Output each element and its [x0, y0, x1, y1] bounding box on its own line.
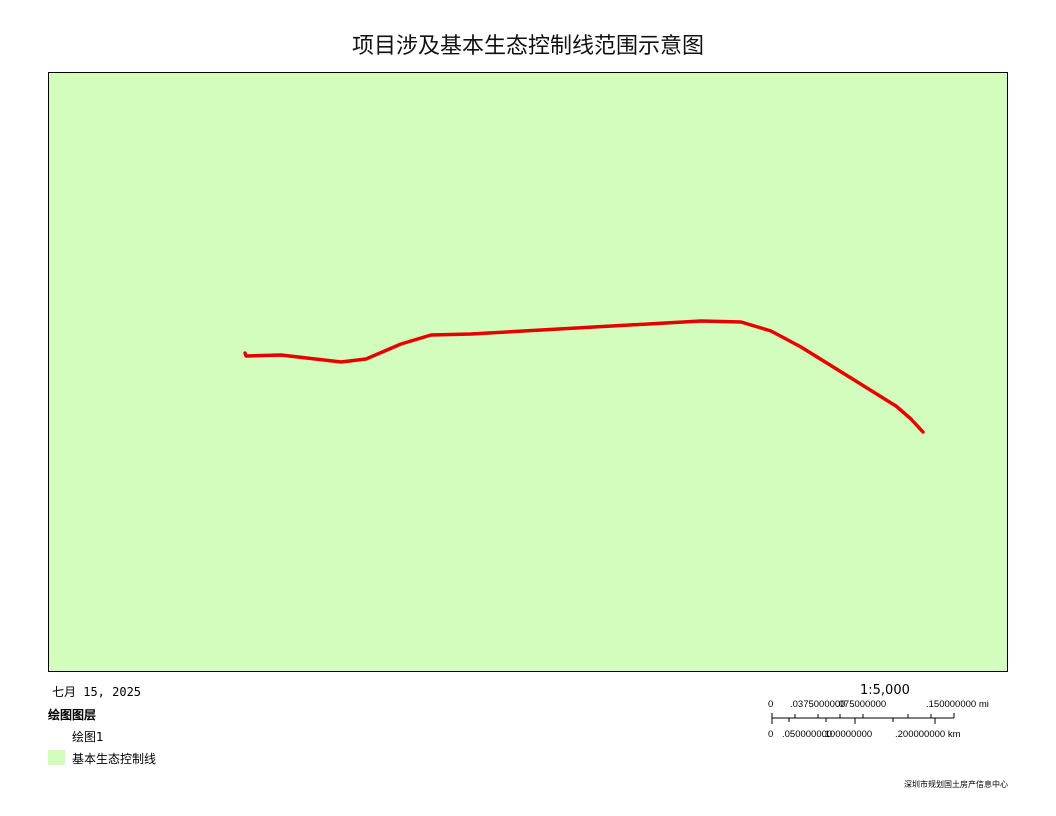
scale-bar — [771, 713, 955, 724]
scale-km-label: .200000000 km — [895, 729, 961, 740]
scale-ratio: 1:5,000 — [860, 683, 910, 698]
scale-mi-label: .075000000 — [836, 699, 887, 710]
legend-sublayer: 绘图1 — [72, 730, 104, 744]
map-title: 项目涉及基本生态控制线范围示意图 — [351, 34, 704, 59]
scale-km-label: .100000000 — [822, 729, 873, 740]
project-route-line — [243, 319, 925, 434]
ecological-control-zone — [49, 73, 1007, 671]
legend-swatch — [48, 750, 65, 765]
map-canvas — [49, 73, 1007, 671]
legend-item-label: 基本生态控制线 — [72, 752, 157, 766]
credit-text: 深圳市规划国土房产信息中心 — [904, 780, 1008, 789]
scale-mi-label: .0375000000 — [790, 699, 846, 710]
map-frame[interactable] — [48, 72, 1008, 672]
scale-mi-label: .150000000 mi — [926, 699, 989, 710]
scale-mi-label: 0 — [768, 699, 774, 710]
map-date: 七月 15, 2025 — [52, 685, 142, 699]
scale-km-label: .050000000 — [782, 729, 833, 740]
legend-title: 绘图图层 — [48, 708, 97, 722]
scale-km-label: 0 — [768, 729, 774, 740]
